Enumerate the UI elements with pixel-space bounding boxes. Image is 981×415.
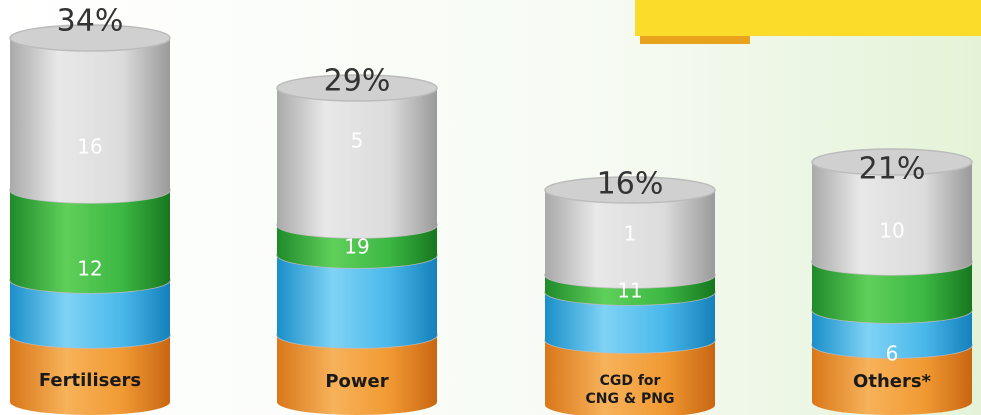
category-label: Power — [325, 371, 388, 392]
segment-label: 12 — [77, 257, 102, 281]
segment-label: 6 — [886, 342, 899, 366]
category-label: CNG & PNG — [586, 391, 675, 407]
share-label: 21% — [859, 152, 926, 187]
category-label: Fertilisers — [39, 370, 141, 391]
yellow-box — [635, 0, 981, 36]
share-label: 16% — [597, 167, 664, 202]
segment-label: 11 — [617, 279, 642, 303]
category-label: Others* — [853, 371, 932, 392]
segment-label: 19 — [344, 235, 369, 259]
segment-label: 16 — [77, 135, 102, 159]
category-label: CGD for — [600, 373, 661, 389]
segment-label: 5 — [351, 129, 364, 153]
share-label: 29% — [324, 64, 391, 99]
segment-label: 1 — [624, 222, 637, 246]
segment-body — [10, 38, 170, 190]
segment-body — [277, 88, 437, 225]
share-label: 34% — [57, 4, 124, 39]
infographic: 34%1612Fertilisers29%519Power16%111CGD f… — [0, 0, 981, 415]
segment-label: 10 — [879, 219, 904, 243]
